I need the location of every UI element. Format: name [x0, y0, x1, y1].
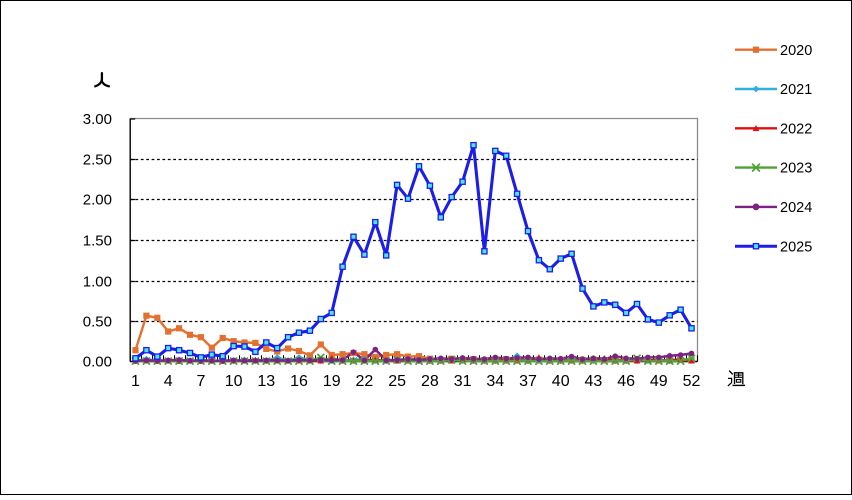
svg-text:7: 7: [196, 373, 205, 390]
svg-text:37: 37: [519, 373, 537, 390]
svg-text:0.00: 0.00: [83, 354, 112, 371]
svg-text:34: 34: [486, 373, 504, 390]
svg-text:3.00: 3.00: [83, 111, 112, 128]
svg-text:40: 40: [552, 373, 570, 390]
svg-text:19: 19: [323, 373, 341, 390]
svg-text:43: 43: [585, 373, 603, 390]
svg-text:2021: 2021: [780, 82, 812, 98]
svg-text:2022: 2022: [780, 121, 812, 137]
svg-text:1: 1: [131, 373, 140, 390]
svg-text:2025: 2025: [780, 239, 812, 255]
svg-text:22: 22: [356, 373, 374, 390]
svg-text:28: 28: [421, 373, 439, 390]
svg-text:2023: 2023: [780, 161, 812, 177]
svg-text:4: 4: [164, 373, 173, 390]
svg-text:16: 16: [290, 373, 308, 390]
svg-text:0.50: 0.50: [83, 314, 112, 331]
svg-text:2.50: 2.50: [83, 152, 112, 169]
svg-text:2020: 2020: [780, 43, 812, 59]
svg-text:1.00: 1.00: [83, 274, 112, 291]
svg-text:25: 25: [388, 373, 406, 390]
svg-text:2024: 2024: [780, 200, 812, 216]
svg-text:49: 49: [650, 373, 668, 390]
svg-text:13: 13: [257, 373, 275, 390]
svg-text:1.50: 1.50: [83, 233, 112, 250]
svg-text:2.00: 2.00: [83, 192, 112, 209]
svg-text:46: 46: [617, 373, 635, 390]
svg-text:31: 31: [454, 373, 472, 390]
svg-text:10: 10: [225, 373, 243, 390]
svg-text:52: 52: [683, 373, 701, 390]
